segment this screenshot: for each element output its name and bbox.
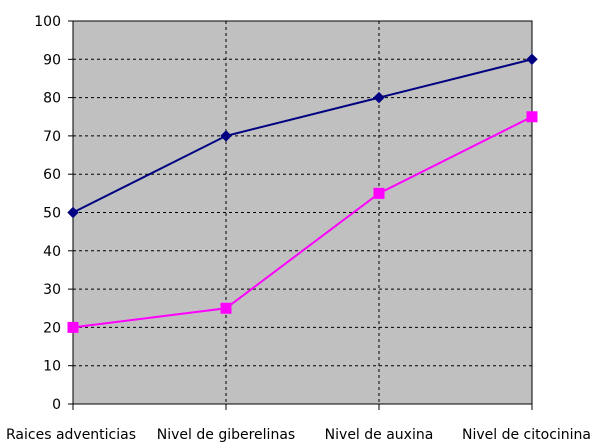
y-tick-label: 30: [43, 282, 61, 298]
y-tick-label: 0: [52, 397, 61, 413]
series-2-point: [67, 321, 79, 333]
y-tick-label: 80: [43, 91, 61, 107]
x-tick-label: Raices adventicias: [6, 427, 136, 443]
y-tick-label: 50: [43, 206, 61, 222]
y-tick-label: 90: [43, 52, 61, 68]
x-tick-label: Nivel de citocinina: [462, 427, 591, 443]
series-1-point: [526, 53, 538, 66]
series-1-point: [373, 91, 385, 104]
y-tick-label: 70: [43, 129, 61, 145]
y-tick-labels: 0 10 20 30 40 50 60 70 80 90 100: [34, 14, 61, 413]
x-tick-label: Nivel de auxina: [325, 427, 434, 443]
series-2-point: [373, 187, 385, 199]
series-1-line: [72, 58, 533, 214]
series-group: [67, 53, 538, 333]
y-tick-label: 100: [34, 14, 61, 30]
y-tick-label: 10: [43, 359, 61, 375]
series-2-point: [526, 111, 538, 123]
series-1-point: [67, 206, 79, 219]
x-tick-labels: Raices adventicias Nivel de giberelinas Ni…: [6, 427, 591, 443]
y-tick-label: 60: [43, 167, 61, 183]
series-2-point: [220, 302, 232, 314]
y-tick-label: 20: [43, 320, 61, 336]
series-1-point: [220, 130, 232, 142]
y-tick-label: 40: [43, 244, 61, 260]
series-2-line: [72, 115, 533, 329]
x-tick-label: Nivel de giberelinas: [157, 427, 295, 443]
